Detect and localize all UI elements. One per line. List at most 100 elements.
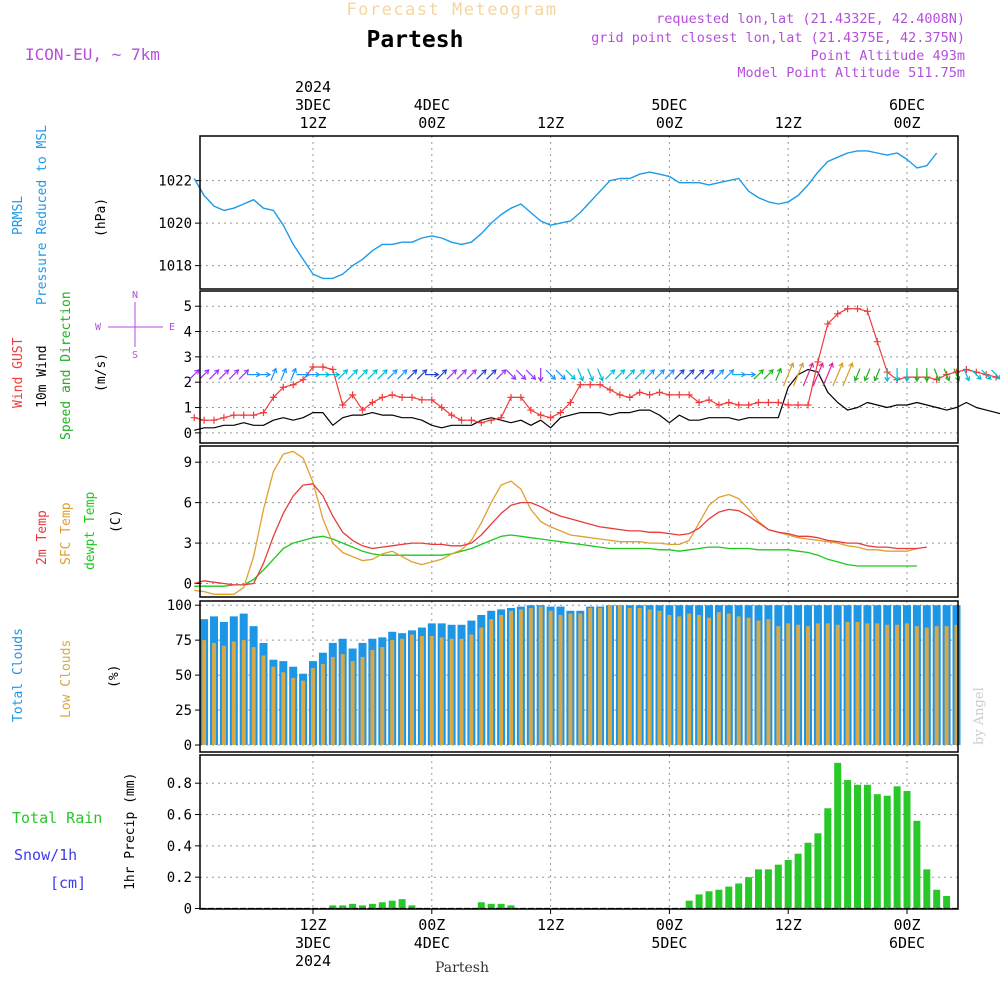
- panel-border: [199, 135, 959, 290]
- low-cloud-bar: [835, 624, 840, 746]
- y-tick-label: 0: [184, 426, 192, 442]
- wind-direction-arrow: [802, 362, 814, 387]
- top-axis-label: 00Z: [418, 114, 445, 132]
- gust-marker: [735, 401, 743, 409]
- low-cloud-bar: [934, 626, 939, 746]
- gust-marker: [527, 406, 535, 414]
- low-cloud-bar: [647, 609, 652, 746]
- top-axis-label: 5DEC: [651, 96, 687, 114]
- low-cloud-bar: [459, 638, 464, 746]
- low-cloud-bar: [855, 621, 860, 746]
- low-cloud-bar: [736, 616, 741, 746]
- top-axis-label: 12Z: [537, 114, 564, 132]
- gust-marker: [656, 388, 663, 396]
- wind-direction-arrow: [981, 369, 992, 381]
- gust-marker: [339, 401, 347, 409]
- wind-direction-arrow: [654, 369, 665, 380]
- rain-bar: [764, 869, 772, 909]
- gust-marker: [408, 393, 416, 401]
- gust-marker: [309, 363, 317, 371]
- rain-bar: [854, 784, 861, 909]
- temp-2m-label: 2m Temp: [35, 510, 50, 565]
- low-cloud-bar: [885, 624, 890, 746]
- wind-direction-arrow: [884, 368, 891, 383]
- gust-marker: [665, 391, 673, 399]
- gust-marker: [596, 381, 604, 389]
- bottom-axis-label: 6DEC: [889, 934, 925, 952]
- low-cloud-bar: [360, 656, 365, 746]
- point-altitude: Point Altitude 493m: [811, 48, 965, 64]
- gust-marker: [359, 406, 366, 414]
- y-tick-label: 0.2: [167, 870, 192, 886]
- wind-direction-arrow: [377, 369, 388, 380]
- y-tick-label: 50: [175, 668, 192, 684]
- rain-bar: [883, 795, 891, 909]
- panel-border: [199, 600, 959, 753]
- grid-point-coords: grid point closest lon,lat (21.4375E, 42…: [591, 30, 965, 46]
- wind-direction-arrow: [406, 369, 418, 380]
- low-cloud-bar: [657, 610, 662, 746]
- gust-marker: [279, 383, 287, 391]
- wind-direction-arrow: [189, 369, 200, 380]
- low-cloud-bar: [221, 645, 226, 746]
- wind-direction-arrow: [812, 362, 824, 387]
- y-tick-label: 1: [184, 401, 192, 417]
- sfc-temp-line: [194, 450, 918, 595]
- wind-direction-arrow: [923, 368, 930, 383]
- low-cloud-bar: [469, 634, 474, 746]
- low-cloud-bar: [806, 626, 810, 746]
- wind-direction-arrow: [525, 369, 537, 381]
- wind-direction-arrow: [763, 369, 774, 380]
- rain-bar: [933, 889, 941, 909]
- gust-marker: [250, 411, 258, 419]
- rain-bar: [755, 869, 762, 909]
- low-cloud-bar: [954, 624, 959, 746]
- wind-direction-arrow: [587, 368, 594, 382]
- gust-marker: [784, 401, 792, 409]
- low-cloud-bar: [231, 641, 236, 746]
- low-cloud-bar: [815, 623, 820, 746]
- bottom-axis-label: 4DEC: [414, 934, 450, 952]
- wind-speed-direction-label: Speed and Direction: [59, 291, 74, 440]
- total-clouds-label: Total Clouds: [11, 628, 26, 722]
- compass-rose: N S W E: [95, 290, 175, 361]
- gust-marker: [824, 320, 832, 328]
- rain-bar: [794, 853, 802, 909]
- wind-direction-arrow: [436, 369, 448, 380]
- gust-marker: [517, 393, 525, 401]
- sfc-temp-label: SFC Temp: [59, 502, 74, 565]
- wind-direction-arrow: [742, 371, 757, 378]
- low-cloud-bar: [677, 616, 682, 746]
- low-cloud-bar: [578, 613, 583, 746]
- credit-watermark: by Angel: [972, 687, 987, 745]
- low-cloud-bar: [419, 635, 424, 746]
- rain-bar: [695, 894, 703, 909]
- rain-bar: [863, 784, 871, 909]
- low-cloud-bar: [756, 620, 761, 746]
- y-tick-label: 75: [175, 633, 192, 649]
- bottom-axis-label: 5DEC: [651, 934, 687, 952]
- gust-marker: [448, 411, 456, 419]
- wind-direction-arrow: [280, 367, 288, 381]
- rain-bar: [378, 902, 386, 909]
- top-axis-label: 3DEC: [295, 96, 331, 114]
- rain-bar: [834, 762, 842, 909]
- low-cloud-bar: [548, 610, 553, 746]
- low-cloud-bar: [261, 655, 266, 746]
- panel-border: [199, 754, 959, 910]
- rain-bar: [477, 902, 485, 909]
- clouds-panel: 0 25 50 75 100: [167, 598, 961, 754]
- y-tick-label: 2: [184, 375, 192, 391]
- gust-marker: [477, 419, 485, 427]
- wind-direction-arrow: [832, 362, 844, 387]
- panel-background: [200, 755, 958, 909]
- low-cloud-bar: [330, 656, 335, 746]
- low-cloud-bar: [875, 623, 880, 746]
- gust-marker: [606, 386, 614, 394]
- gust-marker: [804, 401, 812, 409]
- gust-marker: [349, 391, 357, 399]
- wind-direction-arrow: [290, 367, 297, 381]
- clouds-unit: (%): [107, 665, 122, 688]
- wind-direction-arrow: [943, 368, 951, 382]
